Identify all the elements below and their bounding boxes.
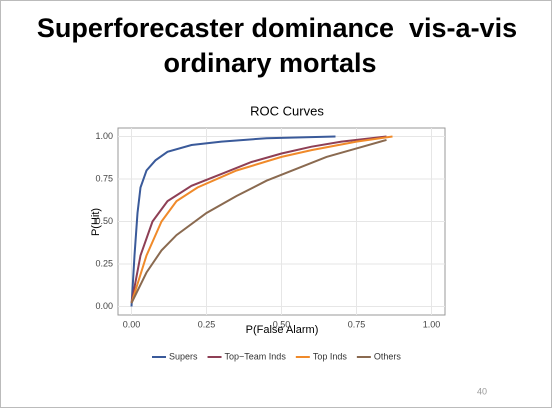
y-axis-label: P(Hit) <box>90 208 102 236</box>
y-tick-label: 0.75 <box>95 173 113 183</box>
legend-label: Supers <box>169 351 198 361</box>
slide-title: Superforecaster dominance vis-a-vis <box>37 13 517 43</box>
x-tick-label: 0.00 <box>123 319 141 329</box>
roc-line <box>130 135 336 307</box>
chart-title: ROC Curves <box>250 103 324 118</box>
x-tick-label: 0.75 <box>348 319 366 329</box>
roc-line <box>130 138 387 304</box>
x-tick-label: 1.00 <box>423 319 441 329</box>
slide-title: ordinary mortals <box>163 48 376 78</box>
x-tick-label: 0.25 <box>198 319 216 329</box>
y-tick-label: 1.00 <box>95 131 113 141</box>
y-tick-label: 0.00 <box>95 301 113 311</box>
legend-label: Others <box>374 351 402 361</box>
y-tick-label: 0.25 <box>95 258 113 268</box>
roc-line <box>130 135 393 304</box>
roc-line <box>130 135 387 304</box>
legend-label: Top Inds <box>313 351 348 361</box>
page-number: 40 <box>477 386 487 396</box>
x-tick-label: 0.50 <box>273 319 291 329</box>
y-tick-label: 0.50 <box>95 216 113 226</box>
legend-label: Top−Team Inds <box>225 351 287 361</box>
x-axis-label: P(False Alarm) <box>246 324 319 336</box>
